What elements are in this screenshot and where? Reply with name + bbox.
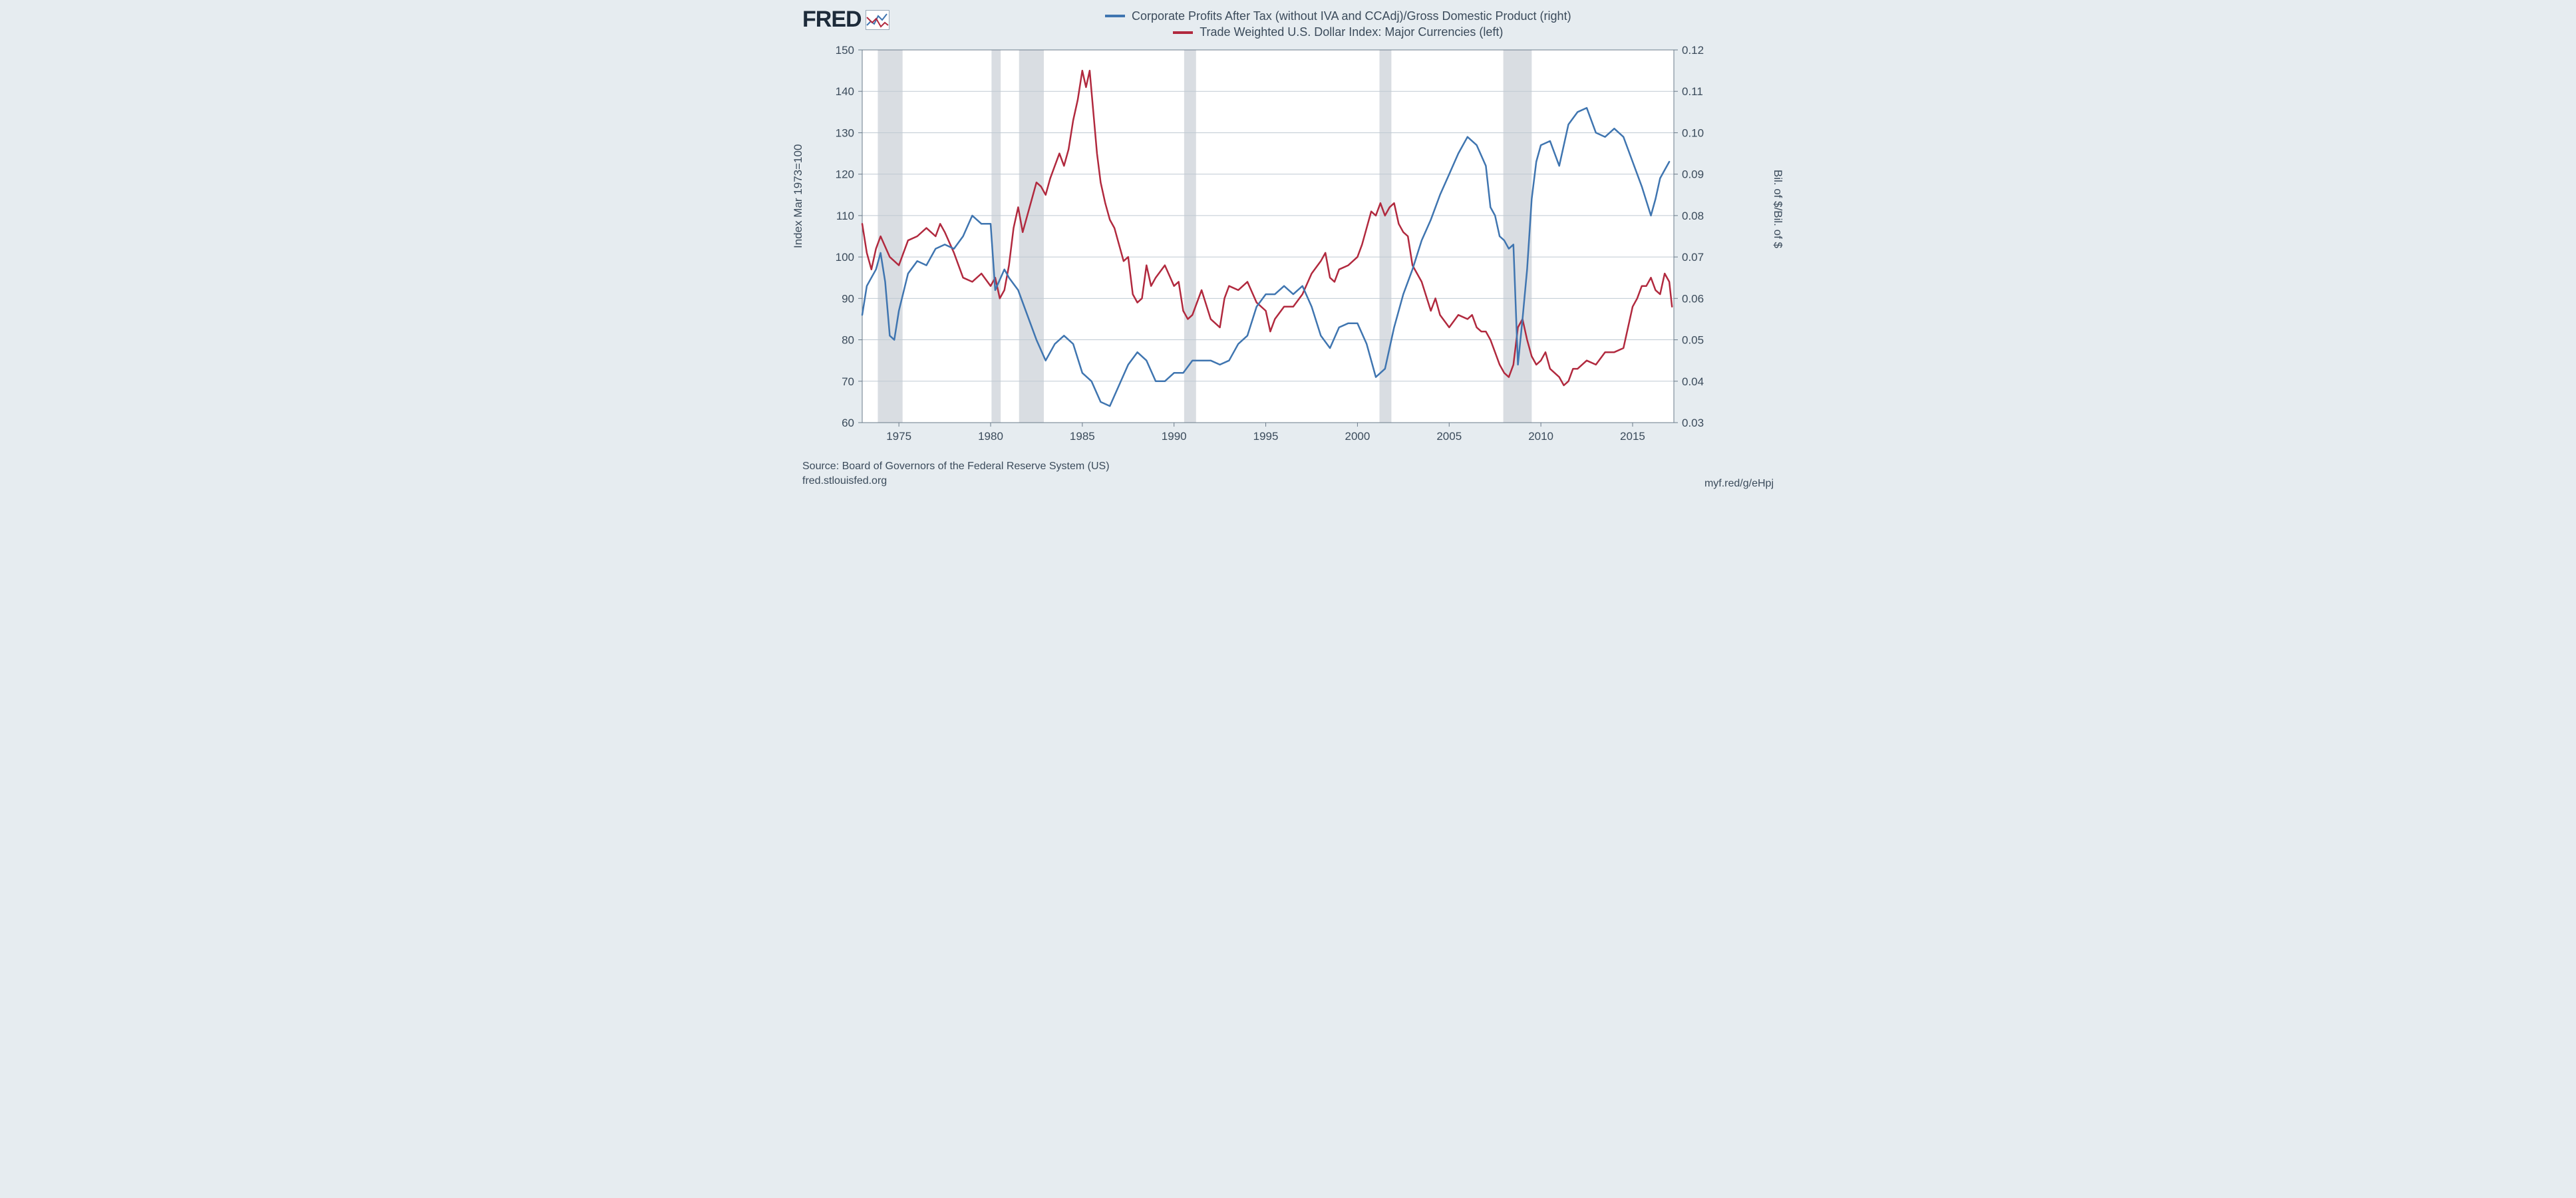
svg-text:1985: 1985 [1070,430,1095,443]
y-axis-left-label: Index Mar 1973=100 [792,144,805,248]
svg-text:1980: 1980 [978,430,1003,443]
svg-text:0.06: 0.06 [1682,292,1704,305]
legend-swatch-series2 [1173,31,1193,34]
chart-footer: Source: Board of Governors of the Federa… [802,461,1774,490]
svg-text:0.04: 0.04 [1682,375,1704,388]
svg-text:2000: 2000 [1345,430,1370,443]
svg-text:140: 140 [836,85,854,98]
svg-text:1990: 1990 [1162,430,1187,443]
svg-text:0.03: 0.03 [1682,417,1704,429]
svg-text:2015: 2015 [1620,430,1645,443]
svg-text:0.12: 0.12 [1682,44,1704,57]
svg-text:0.07: 0.07 [1682,251,1704,264]
svg-text:80: 80 [842,334,854,347]
svg-text:90: 90 [842,292,854,305]
svg-text:60: 60 [842,417,854,429]
svg-text:130: 130 [836,126,854,139]
svg-text:2010: 2010 [1528,430,1553,443]
y-axis-right-label: Bil. of $/Bil. of $ [1771,169,1784,248]
legend-item-series1: Corporate Profits After Tax (without IVA… [1105,9,1571,23]
svg-text:150: 150 [836,44,854,57]
chart-legend: Corporate Profits After Tax (without IVA… [903,7,1774,39]
fred-logo-icon [866,10,889,30]
svg-text:0.08: 0.08 [1682,210,1704,222]
fred-logo-text: FRED [802,7,862,33]
legend-label-series2: Trade Weighted U.S. Dollar Index: Major … [1200,25,1503,39]
svg-text:120: 120 [836,168,854,181]
svg-text:110: 110 [836,210,854,222]
svg-text:2005: 2005 [1436,430,1462,443]
legend-swatch-series1 [1105,15,1125,17]
svg-text:0.05: 0.05 [1682,334,1704,347]
svg-text:70: 70 [842,375,854,388]
svg-text:0.10: 0.10 [1682,126,1704,139]
fred-logo: FRED [802,7,889,33]
legend-label-series1: Corporate Profits After Tax (without IVA… [1132,9,1571,23]
svg-text:0.11: 0.11 [1682,85,1703,98]
footer-site: fred.stlouisfed.org [802,475,1110,487]
svg-text:0.09: 0.09 [1682,168,1704,181]
legend-item-series2: Trade Weighted U.S. Dollar Index: Major … [1173,25,1503,39]
svg-text:100: 100 [836,251,854,264]
svg-text:1975: 1975 [886,430,911,443]
footer-shortlink: myf.red/g/eHpj [1704,478,1774,489]
footer-source: Source: Board of Governors of the Federa… [802,461,1110,473]
svg-text:1995: 1995 [1253,430,1279,443]
chart-container: Index Mar 1973=100 Bil. of $/Bil. of $ 1… [802,43,1774,453]
line-chart: 1975 1980 1985 1990 1995 2000 2005 2010 2015 60 70… [802,43,1734,449]
